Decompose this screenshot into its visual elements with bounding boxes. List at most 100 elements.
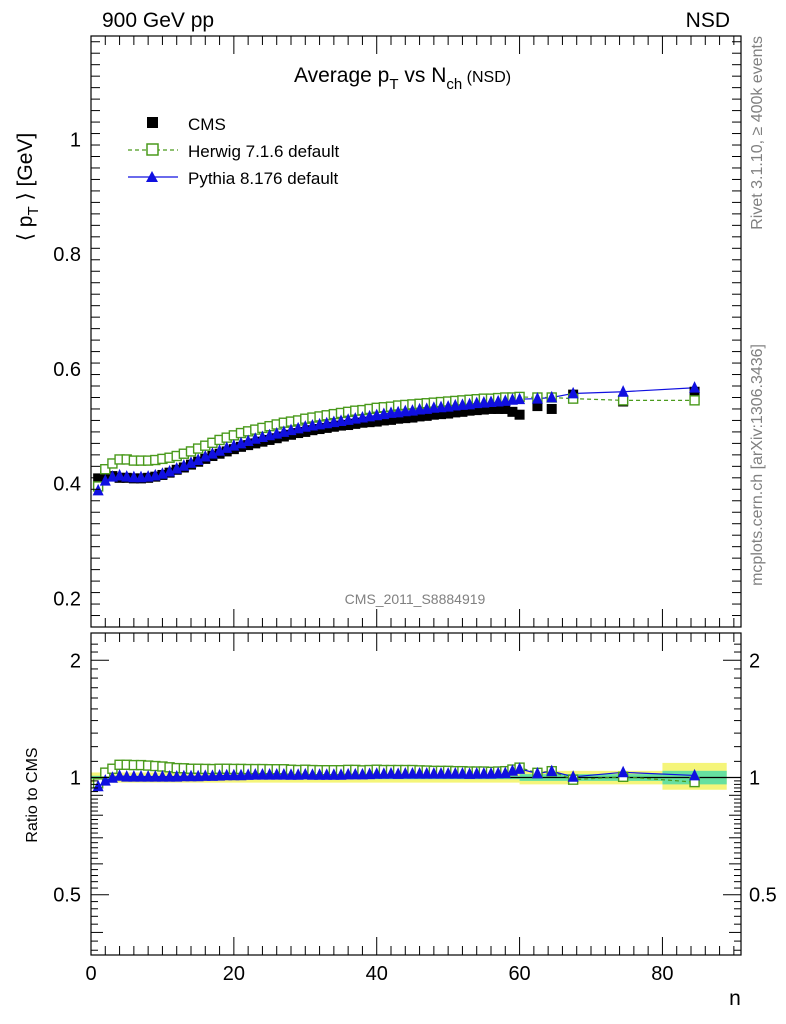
cms-point bbox=[532, 401, 543, 412]
x-tick-label: 0 bbox=[85, 963, 96, 985]
ratio-pythia-point bbox=[356, 767, 368, 780]
ratio-pythia-point bbox=[299, 767, 311, 780]
cms-point bbox=[350, 418, 361, 429]
cms-point bbox=[471, 405, 482, 416]
x-tick-label: 60 bbox=[508, 963, 530, 985]
cms-point bbox=[400, 413, 411, 424]
ratio-pythia-point bbox=[456, 767, 468, 779]
ratio-pythia-point bbox=[264, 768, 276, 780]
ratio-pythia-point bbox=[385, 767, 397, 779]
ratio-pythia-point bbox=[492, 766, 504, 779]
legend-marker-cms bbox=[147, 117, 158, 128]
ratio-pythia-point bbox=[471, 767, 483, 779]
ratio-pythia-point bbox=[149, 770, 161, 782]
ratio-pythia-point bbox=[292, 768, 304, 780]
ratio-pythia-point bbox=[249, 768, 261, 780]
ratio-pythia-point bbox=[617, 765, 629, 778]
ratio-pythia-point bbox=[399, 767, 411, 779]
ratio-pythia-point bbox=[414, 767, 426, 779]
ratio-pythia-point bbox=[178, 769, 190, 782]
ratio-pythia-point bbox=[689, 768, 701, 781]
pythia-point bbox=[531, 392, 543, 404]
cms-point bbox=[486, 403, 496, 414]
ratio-pythia-point bbox=[306, 768, 318, 780]
cms-point bbox=[364, 417, 375, 428]
ratio-pythia-point bbox=[335, 768, 347, 780]
pythia-point bbox=[689, 381, 701, 393]
cms-point bbox=[457, 406, 468, 417]
ratio-pythia-point bbox=[349, 767, 361, 780]
legend-marker-pythia bbox=[146, 171, 158, 182]
legend-label-pythia: Pythia 8.176 default bbox=[188, 169, 339, 188]
cms-point bbox=[450, 407, 461, 418]
ratio-pythia-point bbox=[171, 770, 183, 782]
ratio-pythia-point bbox=[342, 767, 354, 780]
ratio-pythia-point bbox=[164, 770, 176, 782]
x-tick-label: 20 bbox=[223, 963, 245, 985]
ratio-pythia-point bbox=[321, 768, 333, 780]
y-tick-label: 1 bbox=[70, 129, 81, 151]
ratio-panel: 0 20 40 60 80 0.5 0.5 1 1 2 2 bbox=[53, 632, 777, 985]
ratio-y-tick-label-left: 1 bbox=[70, 767, 81, 789]
x-tick-label: 80 bbox=[651, 963, 673, 985]
pythia-point bbox=[121, 470, 133, 482]
rivet-label: Rivet 3.1.10, ≥ 400k events bbox=[749, 36, 766, 230]
ratio-pythia-point bbox=[235, 768, 247, 781]
y-tick-label: 0.6 bbox=[53, 359, 81, 381]
ratio-y-tick-label-right: 1 bbox=[749, 767, 760, 789]
cms-point bbox=[371, 416, 382, 427]
ratio-pythia-point bbox=[314, 768, 326, 780]
cms-point bbox=[500, 403, 511, 414]
ratio-pythia-point bbox=[435, 767, 447, 779]
ratio-pythia-point bbox=[406, 767, 418, 779]
ratio-pythia-point bbox=[242, 768, 254, 780]
ratio-pythia-point bbox=[271, 768, 283, 780]
ratio-pythia-point bbox=[121, 770, 133, 782]
legend-marker-herwig bbox=[146, 143, 159, 156]
cms-point bbox=[407, 412, 418, 423]
ratio-pythia-point bbox=[449, 767, 461, 779]
pythia-point bbox=[546, 390, 558, 403]
cms-point bbox=[464, 405, 475, 416]
ratio-pythia-point bbox=[567, 770, 579, 782]
y-axis-label: ⟨ pT ⟩ [GeV] bbox=[14, 133, 42, 241]
ratio-pythia-point bbox=[206, 769, 218, 781]
cms-point bbox=[493, 403, 504, 414]
cms-point bbox=[546, 403, 557, 414]
x-axis-label: n bbox=[729, 987, 741, 1010]
ratio-pythia-point bbox=[99, 774, 111, 786]
analysis-watermark: CMS_2011_S8884919 bbox=[345, 591, 486, 607]
svg-text:⟨ pT ⟩ [GeV]: ⟨ pT ⟩ [GeV] bbox=[14, 133, 42, 241]
ratio-pythia-point bbox=[364, 767, 376, 780]
ratio-pythia-point bbox=[485, 767, 497, 779]
ratio-pythia-point bbox=[185, 769, 197, 782]
header-left: 900 GeV pp bbox=[102, 9, 214, 32]
herwig-point bbox=[689, 395, 700, 406]
header-right: NSD bbox=[686, 9, 730, 32]
ratio-y-label: Ratio to CMS bbox=[24, 747, 41, 842]
ratio-pythia-point bbox=[378, 767, 390, 779]
cms-point bbox=[343, 420, 354, 431]
ratio-pythia-point bbox=[371, 767, 383, 779]
ratio-pythia-point bbox=[192, 769, 204, 782]
cms-point bbox=[436, 409, 446, 420]
main-frame bbox=[90, 35, 742, 628]
y-tick-label: 0.2 bbox=[53, 588, 81, 610]
ratio-pythia-point bbox=[442, 767, 454, 779]
ratio-frame bbox=[90, 632, 742, 956]
cms-point bbox=[507, 406, 518, 417]
cms-point bbox=[428, 409, 439, 420]
cms-point bbox=[357, 417, 368, 428]
ratio-y-tick-label-right: 0.5 bbox=[749, 885, 777, 907]
herwig-point bbox=[100, 464, 111, 475]
pythia-point bbox=[617, 385, 629, 397]
ratio-pythia-point bbox=[478, 767, 490, 779]
chart-title: Average pT vs Nch (NSD) bbox=[294, 64, 511, 93]
ratio-y-tick-label-left: 0.5 bbox=[53, 885, 81, 907]
cms-point bbox=[443, 408, 454, 419]
herwig-point bbox=[617, 395, 629, 406]
cms-point bbox=[421, 410, 432, 421]
ratio-pythia-point bbox=[214, 769, 226, 781]
ratio-pythia-point bbox=[546, 764, 558, 777]
